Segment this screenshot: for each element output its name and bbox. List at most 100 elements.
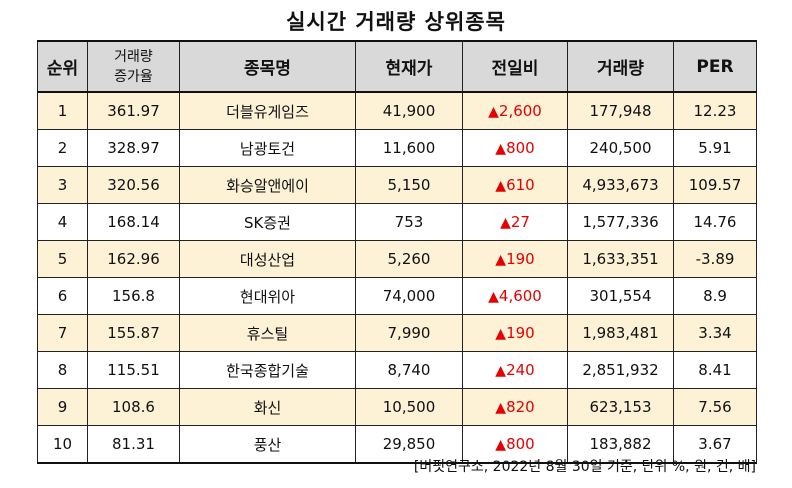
- header-stock-name: 종목명: [179, 40, 356, 93]
- volume-increase-cell: 361.97: [87, 91, 180, 130]
- table-row: 2 328.97 남광토건 11,600 ▲800 240,500 5.91: [37, 129, 757, 167]
- up-triangle-icon: ▲: [495, 141, 507, 157]
- up-triangle-icon: ▲: [488, 289, 499, 305]
- stock-name-cell: 남광토건: [179, 129, 356, 167]
- current-price-cell: 753: [355, 203, 463, 241]
- stock-name-cell: 화승알앤에이: [179, 166, 356, 204]
- header-per: PER: [673, 40, 757, 93]
- stock-name-cell: 대성산업: [179, 240, 356, 278]
- current-price-cell: 29,850: [355, 425, 463, 464]
- stock-name-cell: 현대위아: [179, 277, 356, 315]
- table-row: 4 168.14 SK증권 753 ▲27 1,577,336 14.76: [37, 203, 757, 241]
- change-cell: ▲240: [462, 351, 568, 389]
- volume-cell: 177,948: [567, 91, 674, 130]
- stock-name-cell: 휴스틸: [179, 314, 356, 352]
- change-value: 820: [506, 398, 535, 416]
- header-volume: 거래량: [567, 40, 674, 93]
- stock-name-cell: 풍산: [179, 425, 356, 464]
- volume-increase-cell: 320.56: [87, 166, 180, 204]
- volume-cell: 1,633,351: [567, 240, 674, 278]
- volume-cell: 4,933,673: [567, 166, 674, 204]
- volume-increase-cell: 81.31: [87, 425, 180, 464]
- stock-name-cell: 한국종합기술: [179, 351, 356, 389]
- rank-cell: 7: [37, 314, 88, 352]
- stock-name-cell: SK증권: [179, 203, 356, 241]
- rank-cell: 9: [37, 388, 88, 426]
- volume-cell: 183,882: [567, 425, 674, 464]
- volume-increase-cell: 108.6: [87, 388, 180, 426]
- rank-cell: 4: [37, 203, 88, 241]
- top-volume-table: 순위 거래량 증가율 종목명 현재가 전일비 거래량 PER 1 361.97 더블…: [37, 40, 757, 464]
- source-note: [버핏연구소, 2022년 8월 30일 기준, 단위 %, 원, 건, 배]: [413, 459, 756, 475]
- change-cell: ▲27: [462, 203, 568, 241]
- per-cell: 3.67: [673, 425, 757, 464]
- up-triangle-icon: ▲: [495, 400, 507, 416]
- current-price-cell: 74,000: [355, 277, 463, 315]
- table-row: 9 108.6 화신 10,500 ▲820 623,153 7.56: [37, 388, 757, 426]
- volume-cell: 1,577,336: [567, 203, 674, 241]
- per-cell: 3.34: [673, 314, 757, 352]
- change-cell: ▲2,600: [462, 91, 568, 130]
- header-row: 순위 거래량 증가율 종목명 현재가 전일비 거래량 PER: [37, 40, 757, 93]
- rank-cell: 2: [37, 129, 88, 167]
- volume-increase-cell: 162.96: [87, 240, 180, 278]
- rank-cell: 5: [37, 240, 88, 278]
- table-row: 7 155.87 휴스틸 7,990 ▲190 1,983,481 3.34: [37, 314, 757, 352]
- up-triangle-icon: ▲: [495, 437, 507, 453]
- change-value: 610: [506, 176, 535, 194]
- table-row: 5 162.96 대성산업 5,260 ▲190 1,633,351 -3.89: [37, 240, 757, 278]
- rank-cell: 6: [37, 277, 88, 315]
- header-current-price: 현재가: [355, 40, 463, 93]
- per-cell: 14.76: [673, 203, 757, 241]
- volume-increase-cell: 328.97: [87, 129, 180, 167]
- rank-cell: 1: [37, 91, 88, 130]
- change-cell: ▲190: [462, 314, 568, 352]
- current-price-cell: 41,900: [355, 91, 463, 130]
- change-value: 240: [506, 361, 535, 379]
- stock-name-cell: 화신: [179, 388, 356, 426]
- per-cell: 5.91: [673, 129, 757, 167]
- table-row: 8 115.51 한국종합기술 8,740 ▲240 2,851,932 8.41: [37, 351, 757, 389]
- volume-cell: 623,153: [567, 388, 674, 426]
- up-triangle-icon: ▲: [495, 178, 507, 194]
- rank-cell: 8: [37, 351, 88, 389]
- header-volume-increase: 거래량 증가율: [87, 40, 180, 93]
- change-value: 800: [506, 435, 535, 453]
- volume-increase-cell: 168.14: [87, 203, 180, 241]
- current-price-cell: 11,600: [355, 129, 463, 167]
- volume-cell: 1,983,481: [567, 314, 674, 352]
- up-triangle-icon: ▲: [495, 363, 507, 379]
- header-volume-increase-line2: 증가율: [114, 68, 153, 85]
- table-row: 6 156.8 현대위아 74,000 ▲4,600 301,554 8.9: [37, 277, 757, 315]
- header-volume-increase-line1: 거래량: [114, 48, 153, 65]
- current-price-cell: 5,150: [355, 166, 463, 204]
- volume-cell: 240,500: [567, 129, 674, 167]
- volume-increase-cell: 156.8: [87, 277, 180, 315]
- change-cell: ▲820: [462, 388, 568, 426]
- current-price-cell: 7,990: [355, 314, 463, 352]
- volume-cell: 2,851,932: [567, 351, 674, 389]
- up-triangle-icon: ▲: [488, 104, 499, 120]
- header-change: 전일비: [462, 40, 568, 93]
- up-triangle-icon: ▲: [495, 252, 507, 268]
- per-cell: 12.23: [673, 91, 757, 130]
- per-cell: 7.56: [673, 388, 757, 426]
- change-cell: ▲800: [462, 129, 568, 167]
- change-value: 190: [506, 324, 535, 342]
- per-cell: 8.9: [673, 277, 757, 315]
- per-cell: 109.57: [673, 166, 757, 204]
- stock-name-cell: 더블유게임즈: [179, 91, 356, 130]
- table-title: 실시간 거래량 상위종목: [286, 10, 506, 34]
- change-value: 27: [510, 213, 530, 231]
- current-price-cell: 5,260: [355, 240, 463, 278]
- table-row: 1 361.97 더블유게임즈 41,900 ▲2,600 177,948 12.23: [37, 91, 757, 130]
- volume-cell: 301,554: [567, 277, 674, 315]
- table-row: 10 81.31 풍산 29,850 ▲800 183,882 3.67: [37, 425, 757, 464]
- per-cell: -3.89: [673, 240, 757, 278]
- current-price-cell: 8,740: [355, 351, 463, 389]
- up-triangle-icon: ▲: [495, 326, 507, 342]
- change-cell: ▲190: [462, 240, 568, 278]
- current-price-cell: 10,500: [355, 388, 463, 426]
- per-cell: 8.41: [673, 351, 757, 389]
- change-value: 800: [506, 139, 535, 157]
